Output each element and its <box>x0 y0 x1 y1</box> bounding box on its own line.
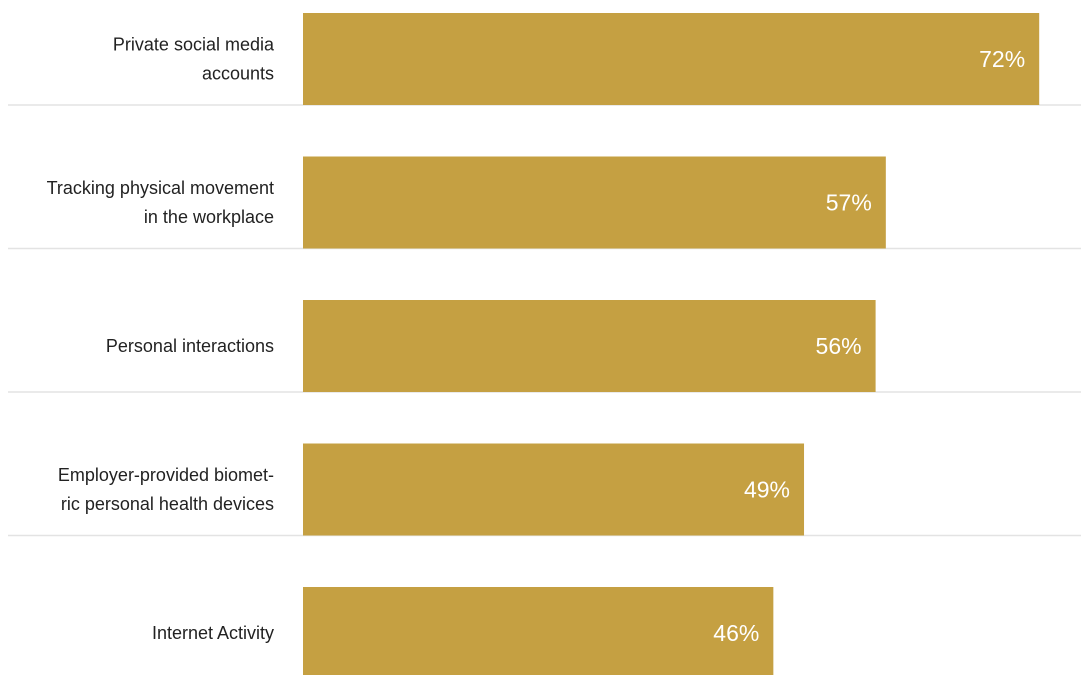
category-label-line: Internet Activity <box>152 623 274 643</box>
category-label-line: accounts <box>202 64 274 84</box>
bar-value-label: 46% <box>713 620 759 646</box>
bar <box>303 443 805 536</box>
category-label-line: Personal interactions <box>106 336 274 356</box>
category-label: Personal interactions <box>106 336 274 356</box>
bar-value-label: 56% <box>816 333 862 359</box>
bar-value-label: 49% <box>744 477 790 503</box>
bar <box>303 587 774 675</box>
category-label-line: in the workplace <box>144 207 274 227</box>
bar-value-label: 57% <box>826 190 872 216</box>
bar-value-label: 72% <box>979 46 1025 72</box>
bar <box>303 300 876 392</box>
category-label: Tracking physical movement in the workpla… <box>47 178 274 227</box>
category-label-line: Tracking physical movement <box>47 178 274 198</box>
bar <box>303 13 1040 105</box>
category-label-line: Employer-provided biomet- <box>58 465 274 485</box>
bar <box>303 156 886 249</box>
category-label: Employer-provided biomet-ric personal he… <box>58 465 274 514</box>
category-label-line: Private social media <box>113 35 275 55</box>
category-label: Private social media accounts <box>113 35 275 84</box>
category-label: Internet Activity <box>152 623 274 643</box>
category-label-line: ric personal health devices <box>61 494 274 514</box>
